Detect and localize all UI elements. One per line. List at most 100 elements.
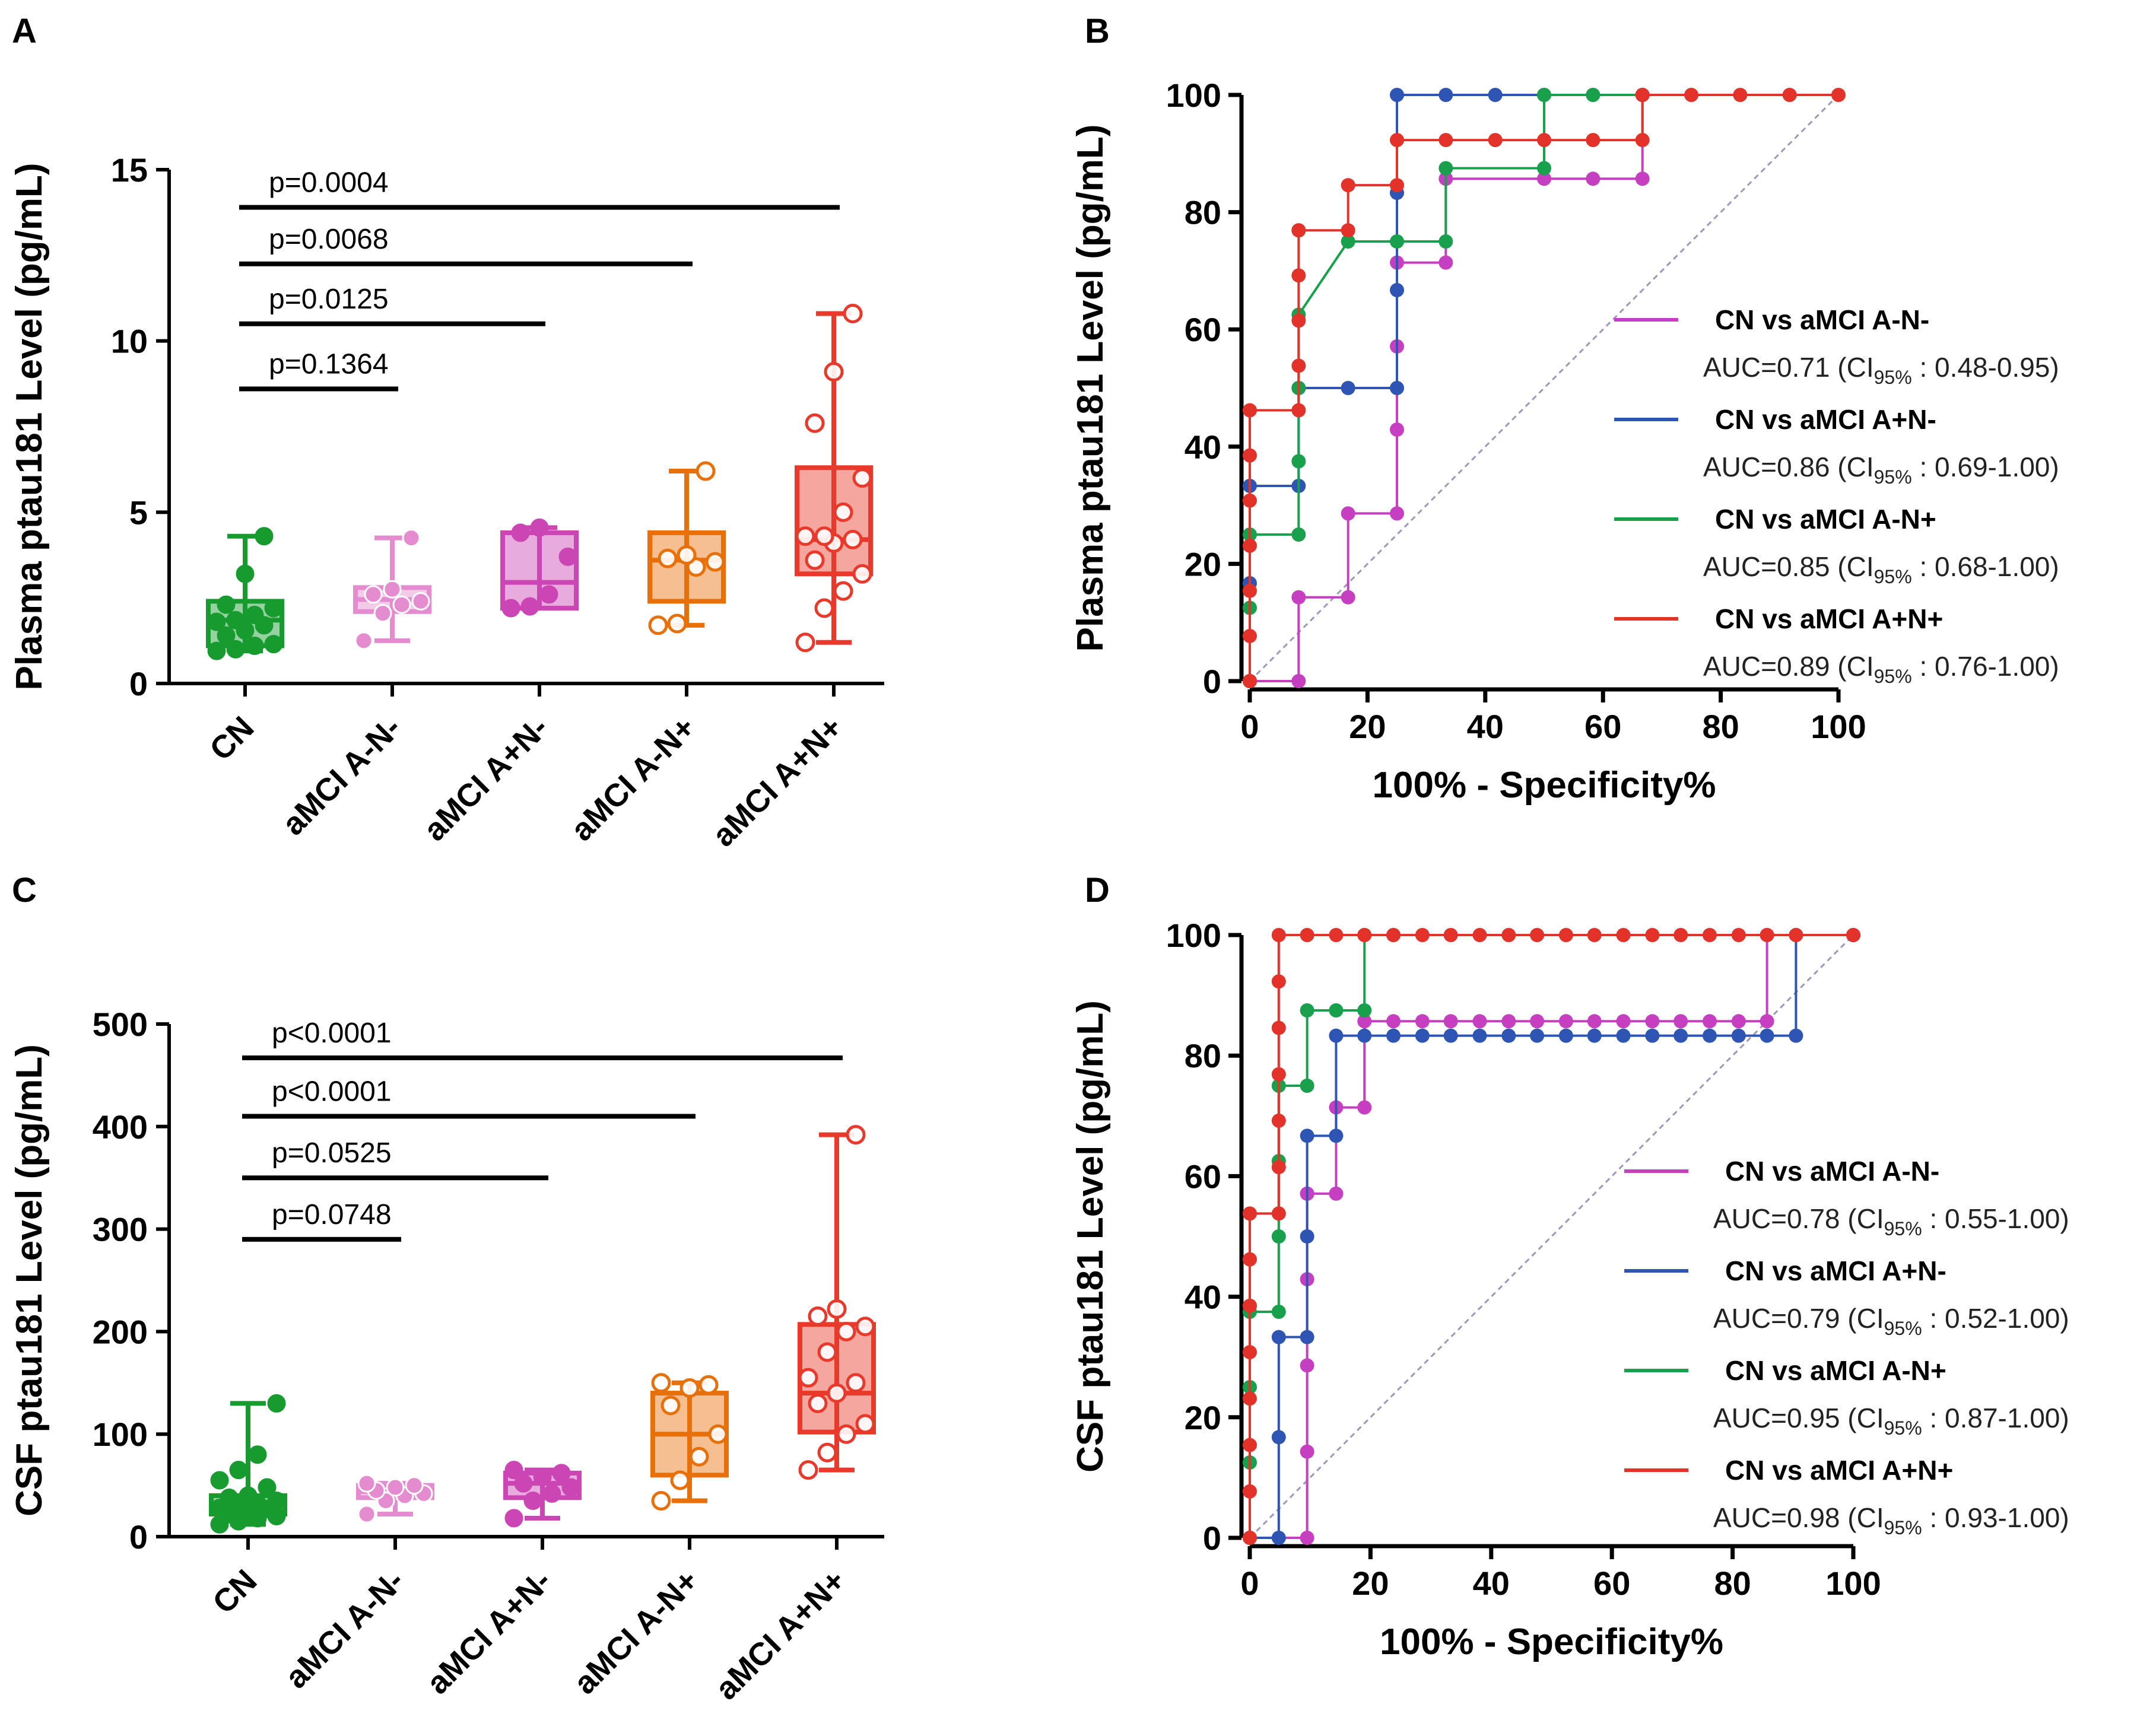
- data-point: [795, 632, 815, 653]
- roc-point: [1501, 1014, 1516, 1029]
- legend-entry: CN vs aMCI A+N- AUC=0.79 (CI95% : 0.52-1.…: [1624, 1255, 2069, 1339]
- data-point: [364, 585, 383, 604]
- roc-point: [1243, 1531, 1257, 1545]
- y-tick-label: 60: [1185, 311, 1221, 348]
- roc-point: [1243, 1345, 1257, 1360]
- roc-point: [1243, 403, 1257, 418]
- roc-point: [1271, 974, 1286, 989]
- x-category-label: aMCI A+N+: [706, 710, 850, 854]
- panel-a: 0 5 10 15 CN aMCI A-N-aMCI A+N-aMCI A-N+ aMCI …: [9, 151, 884, 854]
- data-point: [264, 635, 283, 654]
- roc-point: [1341, 590, 1355, 605]
- legend-label: CN vs aMCI A+N-: [1725, 1255, 1946, 1286]
- y-tick-label: 100: [1166, 77, 1221, 114]
- roc-point: [1438, 133, 1453, 148]
- roc-point: [1645, 928, 1660, 942]
- data-point: [798, 1460, 818, 1480]
- roc-point: [1341, 381, 1355, 395]
- roc-point: [1390, 422, 1404, 437]
- legend-auc: AUC=0.78 (CI95% : 0.55-1.00): [1713, 1203, 2069, 1239]
- roc-point: [1415, 1014, 1430, 1029]
- roc-point: [1501, 928, 1516, 942]
- y-axis-title: CSF ptau181 Level (pg/mL): [1070, 1000, 1111, 1473]
- x-tick-label: 20: [1349, 708, 1386, 745]
- data-point: [354, 631, 373, 650]
- data-point: [392, 595, 411, 614]
- roc-point: [1386, 1028, 1401, 1043]
- roc-point: [1443, 1014, 1458, 1029]
- data-point: [814, 598, 834, 618]
- roc-point: [1341, 178, 1355, 193]
- box-aMCI A-N-: [353, 529, 431, 650]
- roc-point: [1271, 1067, 1286, 1082]
- legend-label: CN vs aMCI A+N+: [1715, 603, 1943, 634]
- data-point: [561, 1478, 580, 1497]
- roc-point: [1782, 88, 1797, 102]
- roc-point: [1271, 1160, 1286, 1175]
- roc-point: [1357, 1100, 1372, 1115]
- x-tick-label: 0: [1240, 1565, 1259, 1602]
- roc-point: [1674, 928, 1688, 942]
- data-point: [264, 599, 283, 618]
- x-tick-label: 100: [1825, 1565, 1881, 1602]
- legend-entry: CN vs aMCI A-N+ AUC=0.85 (CI95% : 0.68-1.…: [1614, 504, 2059, 587]
- roc-point: [1760, 1028, 1774, 1043]
- roc-point: [1390, 133, 1404, 148]
- legend-entry: CN vs aMCI A+N+ AUC=0.89 (CI95% : 0.76-1.…: [1614, 603, 2059, 687]
- p-value-label: p=0.0068: [269, 224, 389, 255]
- roc-point: [1684, 88, 1698, 102]
- roc-point: [1390, 88, 1404, 102]
- legend-label: CN vs aMCI A-N+: [1725, 1355, 1946, 1386]
- roc-point: [1329, 1128, 1344, 1143]
- roc-point: [1537, 161, 1551, 176]
- data-point: [855, 1317, 875, 1337]
- box-aMCI A-N-: [356, 1474, 434, 1524]
- box-aMCI A-N+: [647, 461, 726, 635]
- box-aMCI A+N-: [500, 518, 579, 618]
- roc-point: [1443, 1028, 1458, 1043]
- roc-point: [1616, 1028, 1631, 1043]
- p-value-label: p=0.0125: [269, 284, 389, 315]
- roc-series: [1243, 928, 1860, 1545]
- data-point: [402, 529, 421, 548]
- data-point: [805, 413, 825, 433]
- roc-point: [1291, 313, 1306, 328]
- x-category-label: aMCI A+N+: [709, 1563, 853, 1707]
- roc-point: [1586, 171, 1601, 186]
- x-tick-label: 60: [1593, 1565, 1630, 1602]
- data-point: [843, 530, 863, 550]
- roc-point: [1443, 928, 1458, 942]
- roc-point: [1587, 928, 1602, 942]
- x-tick-label: 100: [1811, 708, 1866, 745]
- roc-point: [1243, 1391, 1257, 1406]
- data-point: [539, 585, 558, 604]
- roc-point: [1645, 1028, 1660, 1043]
- roc-curve-line: [1249, 934, 1394, 1538]
- roc-point: [1586, 88, 1601, 102]
- data-point: [207, 612, 226, 631]
- data-point: [658, 548, 678, 568]
- data-point: [817, 1342, 837, 1362]
- roc-point: [1587, 1028, 1602, 1043]
- roc-point: [1587, 1014, 1602, 1029]
- data-point: [530, 518, 549, 537]
- x-category-label: aMCI A+N-: [417, 710, 555, 848]
- roc-series: [1243, 928, 1860, 1545]
- roc-point: [1438, 88, 1453, 102]
- legend-label: CN vs aMCI A-N-: [1715, 304, 1929, 335]
- roc-point: [1390, 283, 1404, 298]
- data-point: [677, 545, 697, 565]
- data-point: [824, 362, 844, 382]
- roc-point: [1846, 928, 1860, 942]
- legend-auc: AUC=0.85 (CI95% : 0.68-1.00): [1703, 551, 2059, 587]
- roc-point: [1674, 1028, 1688, 1043]
- roc-point: [1488, 88, 1503, 102]
- y-axis-title: Plasma ptau181 Level (pg/mL): [9, 163, 50, 691]
- roc-point: [1243, 1252, 1257, 1267]
- roc-point: [1390, 178, 1404, 193]
- roc-point: [1291, 527, 1306, 542]
- data-point: [836, 1321, 856, 1341]
- data-point: [226, 640, 245, 659]
- roc-point: [1831, 88, 1846, 102]
- x-tick-label: 40: [1467, 708, 1504, 745]
